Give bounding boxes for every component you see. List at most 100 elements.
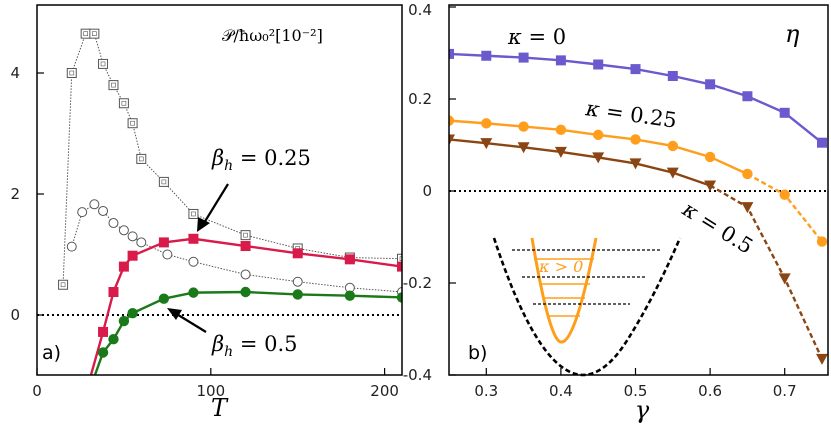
kappa-0-label: κ = 0	[507, 25, 566, 49]
panel-a-s2-point-6	[188, 233, 199, 244]
panel-a-s0-point-4	[98, 58, 109, 69]
panel-b-s1-point-7	[704, 151, 716, 163]
panel-a-s1-point-10	[240, 269, 251, 280]
arrow-beta-05-head	[167, 308, 182, 320]
panel-b-s0-point-8	[742, 91, 753, 102]
panel-a-ylabel: 𝒫/ħω₀²[10⁻²]	[222, 26, 323, 45]
beta-025-sub: h	[224, 158, 233, 174]
arrow-beta-05-shaft	[174, 312, 207, 333]
panel-b: κ > 0 0.3 0.4 0.5 0.6 0.7 -0.4 -0.2 0 0.2 0.4 γ η…	[403, 1, 829, 424]
panel-b-s0-point-1	[481, 50, 492, 61]
panel-a-ytick-label-0: 0	[10, 306, 20, 324]
panel-b-s0-point-6	[667, 71, 678, 81]
panel-b-ytick-label-4: 0.4	[408, 1, 432, 19]
panel-a-s1-point-1	[77, 207, 88, 218]
panel-b-dashed-line-2	[709, 184, 824, 360]
beta-025-value: = 0.25	[233, 146, 311, 170]
panel-b-xtick-label-4: 0.7	[773, 382, 797, 400]
arrow-beta-025-shaft	[203, 183, 229, 224]
panel-a-s0-point-6-inner	[121, 100, 127, 106]
panel-a-xtick-label-1: 100	[196, 382, 225, 400]
panel-a-s0-point-4-inner	[100, 61, 106, 67]
potential-inset: κ > 0	[492, 237, 682, 377]
panel-a-s3-point-8	[292, 289, 303, 300]
panel-a-s0-point-8	[136, 153, 147, 164]
panel-a-s0-point-10	[188, 208, 199, 219]
panel-b-s2-point-6	[666, 167, 679, 179]
beta-05-value: = 0.5	[233, 332, 297, 356]
panel-a-s0-point-10-inner	[191, 211, 196, 217]
panel-a-s1-point-6	[127, 231, 138, 242]
panel-b-s2-point-1	[480, 138, 493, 150]
panel-b-ticks: 0.3 0.4 0.5 0.6 0.7 -0.4 -0.2 0 0.2 0.4	[403, 1, 797, 400]
panel-b-xlabel: γ	[635, 396, 650, 424]
panel-b-s0-point-9	[779, 107, 790, 118]
panel-a-s3-point-10	[396, 292, 402, 303]
panel-b-ylabel: η	[785, 20, 800, 48]
panel-a-s0-point-11	[240, 230, 251, 241]
panel-b-ytick-label-2: 0	[422, 182, 432, 200]
panel-b-xtick-label-0: 0.3	[474, 382, 498, 400]
panel-a-s3-point-1	[97, 347, 109, 358]
panel-a-s0-point-1-inner	[69, 70, 75, 76]
panel-b-ytick-label-0: -0.4	[403, 366, 432, 384]
inset-outer-parabola	[492, 237, 682, 377]
panel-b-s0-point-2	[518, 52, 529, 63]
panel-a-s1-point-2	[89, 199, 100, 210]
beta-05-symbol: β	[211, 332, 224, 356]
panel-b-xtick-label-1: 0.4	[549, 382, 573, 400]
panel-a-s3-point-0	[87, 376, 97, 386]
kappa-0-symbol: κ	[507, 25, 522, 49]
panel-a-frame	[36, 4, 403, 376]
panel-b-s0-point-4	[593, 59, 604, 70]
panel-a-s3-point-4	[127, 307, 138, 319]
panel-b-s1-point-9	[779, 189, 790, 200]
panel-a-s0-point-2-inner	[83, 31, 88, 36]
panel-b-s2-point-7	[704, 180, 717, 192]
panel-a-s2-point-2	[108, 287, 119, 298]
panel-b-series	[449, 48, 828, 365]
panel-a-ticks: 0 100 200 0 2 4	[10, 64, 398, 400]
panel-a-s1-point-8	[162, 249, 173, 260]
panel-a-s0-point-9-inner	[161, 179, 167, 185]
panel-a-label: a)	[42, 342, 61, 364]
panel-a-s0-point-1	[66, 68, 77, 78]
beta-025-symbol: β	[211, 146, 224, 170]
panel-a-s0-point-5	[108, 80, 119, 91]
panel-a-s0-point-0	[58, 279, 69, 290]
panel-a-s0-point-5-inner	[111, 82, 116, 88]
panel-a-s3-point-3	[118, 315, 130, 327]
panel-a-xtick-label-0: 0	[32, 382, 42, 400]
panel-a-s1-point-3	[98, 205, 109, 216]
panel-a-s2-point-5	[158, 237, 169, 248]
panel-b-s2-point-3	[554, 146, 567, 158]
panel-b-line-1	[449, 119, 748, 176]
panel-a-s0-point-0-inner	[60, 282, 66, 288]
panel-b-s0-point-3	[555, 55, 566, 66]
panel-b-ytick-label-1: -0.2	[403, 274, 432, 292]
panel-a-s2-point-0	[84, 377, 94, 387]
panel-a-s0-point-9	[158, 176, 169, 187]
panel-a-s0-point-14-inner	[399, 256, 402, 262]
panel-a-s2-point-1	[98, 326, 109, 337]
panel-b-label: b)	[468, 342, 487, 364]
panel-b-s0-point-0	[449, 48, 454, 59]
panel-b-s1-point-3	[555, 124, 567, 136]
panel-a-s2-point-3	[118, 261, 129, 272]
panel-b-line-2	[449, 138, 711, 187]
panel-a-s0-point-6	[118, 98, 129, 109]
beta-05-sub: h	[224, 344, 233, 360]
panel-b-s2-point-0	[449, 134, 455, 146]
panel-a-s1-point-9	[188, 256, 199, 267]
panel-a-s0-point-3-inner	[92, 31, 97, 36]
panel-b-s0-point-7	[705, 79, 716, 90]
panel-a-s1-point-4	[108, 218, 119, 229]
kappa-025-value: = 0.25	[598, 98, 678, 133]
inset-kappa-label: κ > 0	[538, 257, 583, 276]
panel-b-s2-point-8	[741, 202, 754, 214]
panel-b-s2-point-5	[629, 158, 642, 170]
panel-a-xlabel: T	[211, 394, 229, 422]
panel-a-s0-point-8-inner	[138, 156, 144, 162]
